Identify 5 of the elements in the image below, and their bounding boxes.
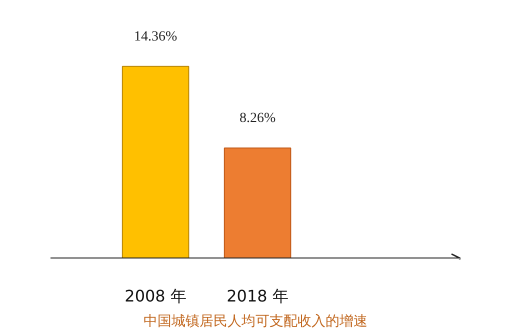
data-label: 8.26% <box>239 110 276 126</box>
x-tick-label: 2008 年 <box>124 286 186 306</box>
text: 中国城镇居民人均可支配收入的增速 <box>144 314 368 330</box>
x-tick-label: 2018 年 <box>226 286 288 306</box>
data-label: 14.36% <box>134 29 178 44</box>
